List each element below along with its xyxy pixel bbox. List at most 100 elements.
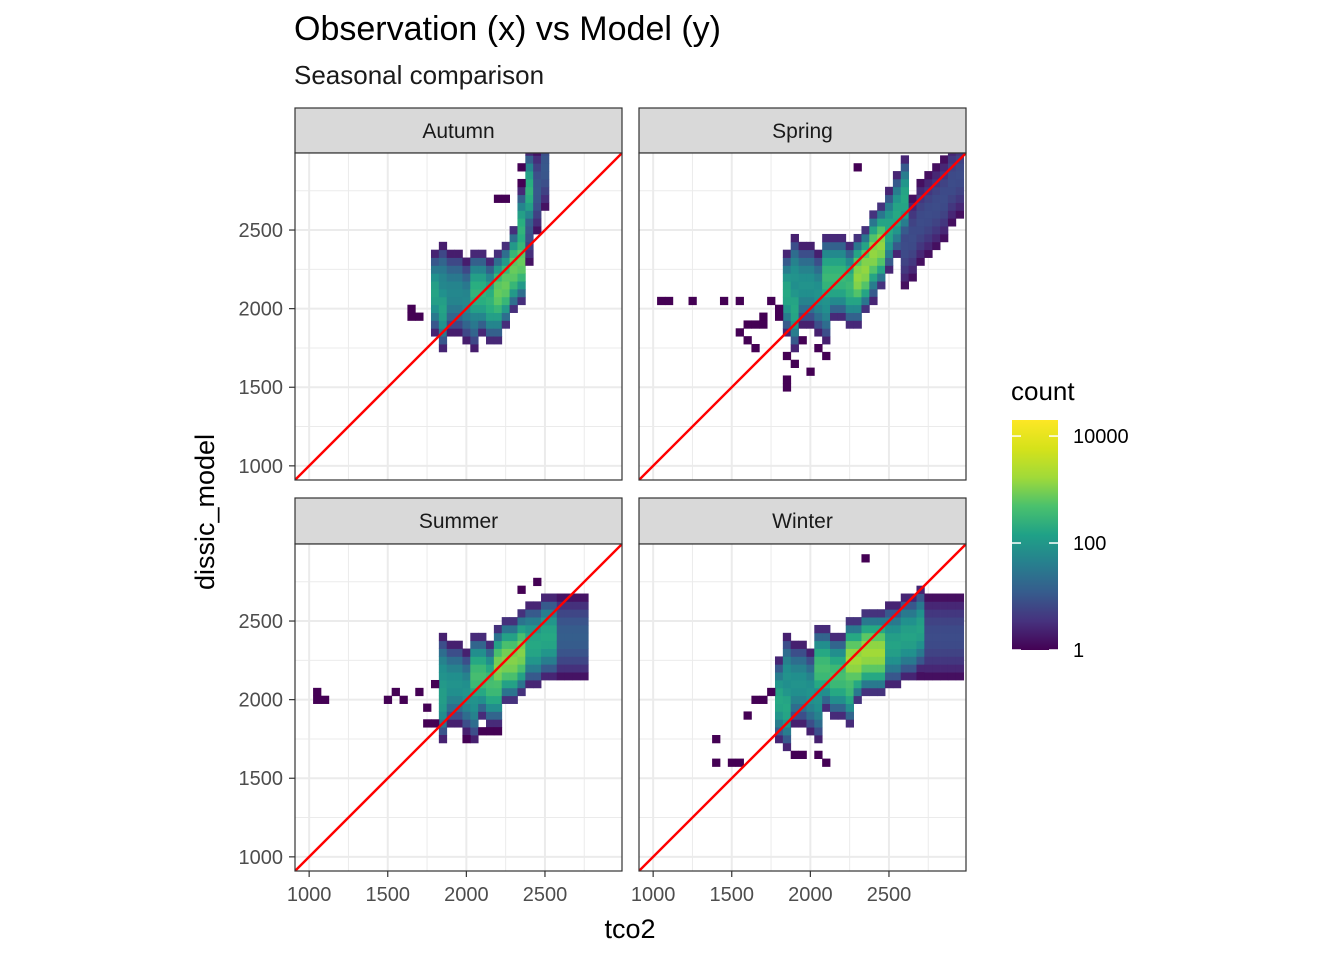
heat-cell [837, 281, 847, 290]
heat-cell [916, 202, 925, 211]
heat-cell [438, 249, 448, 258]
heat-cell [830, 257, 839, 266]
heat-cell [525, 153, 534, 156]
heat-cell [837, 241, 847, 251]
heat-cell [478, 249, 487, 258]
heat-cell [525, 679, 534, 689]
heat-cell [916, 648, 925, 657]
heat-cell [556, 617, 566, 626]
heat-cell [940, 648, 949, 657]
heat-cell [947, 593, 957, 602]
heat-cell [767, 296, 776, 306]
heat-cell [845, 249, 854, 258]
panel-autumn: Autumn 1000 1500 2000 2500 [239, 107, 623, 481]
heat-cell [501, 241, 510, 251]
heat-cell [877, 679, 886, 689]
heat-cell [877, 648, 886, 657]
heat-cell [853, 624, 862, 634]
heat-cell [892, 178, 902, 188]
heat-cell [814, 257, 823, 266]
heat-cell [837, 233, 847, 243]
heat-cell [806, 296, 815, 306]
heat-cell [955, 664, 965, 673]
heat-cell [908, 233, 917, 243]
heat-cell [908, 218, 917, 227]
heat-cell [955, 656, 965, 665]
heat-cell [845, 241, 854, 251]
heat-cell [415, 687, 424, 697]
heat-cell [830, 273, 839, 282]
heat-cell [782, 711, 792, 720]
heat-cell [790, 719, 799, 728]
heat-cell [955, 153, 965, 156]
heat-cell [478, 273, 487, 282]
heat-cell [861, 265, 870, 274]
heat-cell [478, 695, 487, 704]
heat-cell [790, 344, 799, 353]
heat-cell [877, 656, 886, 665]
heat-cell [790, 703, 799, 712]
heat-cell [430, 273, 440, 282]
heat-cell [493, 719, 503, 728]
heat-cell [869, 648, 878, 657]
heat-cell [916, 617, 925, 626]
heat-cell [657, 296, 666, 306]
heat-cell [892, 202, 902, 211]
heat-cell [892, 601, 902, 610]
heat-cell [446, 719, 455, 728]
y-tick-label: 2500 [239, 220, 284, 242]
heat-cell [853, 296, 862, 306]
heat-cell [830, 656, 839, 665]
heat-cell [446, 648, 455, 657]
reference-line [295, 544, 622, 871]
heat-cell [892, 194, 902, 203]
heat-cell [822, 632, 831, 642]
heat-cell [478, 328, 487, 337]
heat-cell [837, 687, 847, 697]
heat-cell [900, 178, 910, 188]
heat-cell [438, 735, 448, 744]
heat-cell [790, 265, 799, 274]
heat-cell [548, 632, 558, 642]
heat-cell [955, 609, 965, 618]
heat-cell [509, 304, 518, 313]
heat-cell [845, 719, 854, 728]
heat-cell [438, 703, 448, 712]
heat-cell [774, 656, 784, 665]
heat-cell [806, 288, 815, 298]
heat-cell [430, 328, 440, 337]
heat-cell [438, 656, 448, 665]
heat-cell [517, 202, 526, 211]
heat-cell [853, 617, 862, 626]
heat-cell [486, 679, 495, 689]
heat-cell [438, 632, 448, 642]
heat-cell [548, 640, 558, 649]
heat-cell [955, 593, 965, 602]
heat-cell [446, 656, 455, 665]
heat-cell [947, 202, 957, 211]
heat-cell [580, 624, 589, 634]
heat-cell [892, 617, 902, 626]
heat-cell [822, 265, 831, 274]
heat-cell [462, 281, 471, 290]
heat-cell [462, 257, 471, 266]
reference-line [639, 153, 966, 480]
heat-cell [908, 609, 917, 618]
heat-cell [478, 296, 487, 306]
heat-cell [556, 609, 566, 618]
heat-cell [892, 210, 902, 219]
heat-cell [470, 719, 479, 728]
heat-cell [932, 593, 941, 602]
heat-cell [790, 257, 799, 266]
panel-border [638, 543, 967, 872]
heat-cell [541, 153, 550, 156]
heat-cell [478, 727, 487, 736]
heat-cell [861, 609, 870, 618]
heat-cell [438, 320, 448, 329]
heat-cell [493, 281, 503, 290]
heat-cell [470, 711, 479, 720]
heat-cell [493, 257, 503, 266]
heat-cell [900, 171, 910, 180]
heat-cell [438, 687, 448, 697]
heat-cell [861, 656, 870, 665]
